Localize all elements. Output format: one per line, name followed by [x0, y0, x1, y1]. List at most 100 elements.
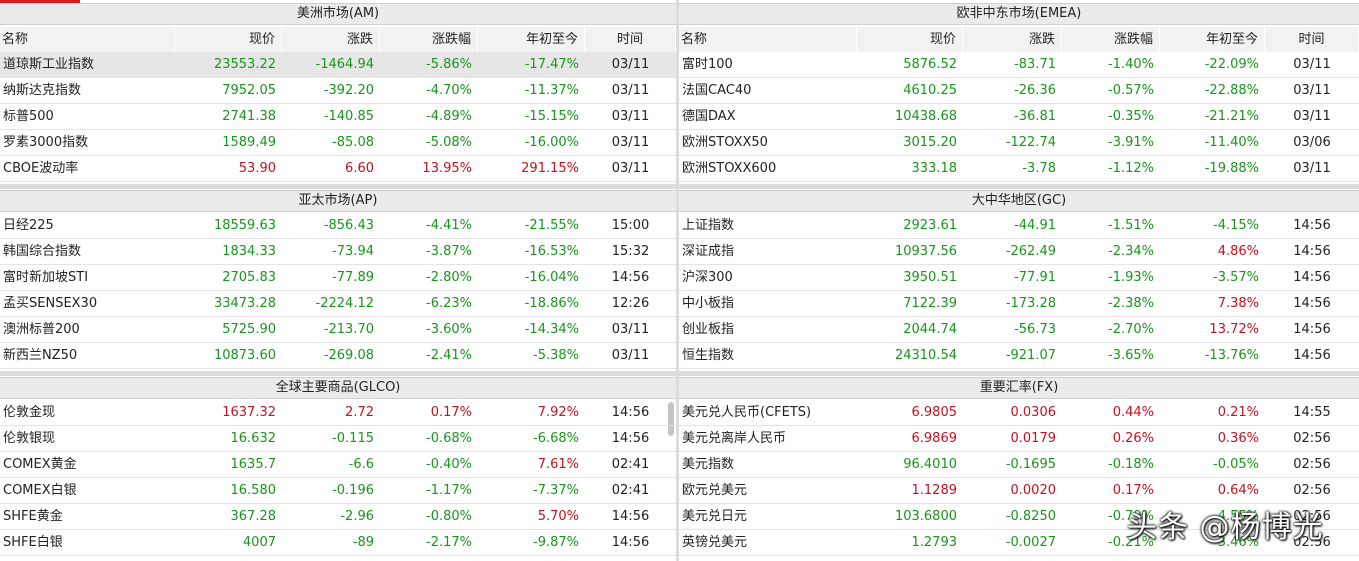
table-row[interactable] — [679, 78, 1359, 104]
table-row[interactable] — [679, 426, 1359, 452]
column-header: 时间 — [1265, 27, 1359, 52]
cell-ytd: 7.61% — [537, 457, 579, 472]
column-header: 年初至今 — [478, 27, 585, 52]
cell-time: 14:56 — [1293, 218, 1331, 233]
cell-time: 14:56 — [1293, 348, 1331, 363]
table-row[interactable] — [0, 426, 676, 452]
table-row[interactable] — [679, 452, 1359, 478]
cell-price: 6.9869 — [911, 431, 958, 446]
cell-time: 14:56 — [1293, 296, 1331, 311]
column-header: 现价 — [857, 27, 963, 52]
table-row[interactable] — [0, 213, 676, 239]
table-row[interactable] — [0, 239, 676, 265]
table-row[interactable] — [679, 343, 1359, 369]
cell-time: 03/11 — [611, 135, 650, 150]
cell-change: -89 — [352, 535, 374, 550]
cell-change: -0.0027 — [1005, 535, 1056, 550]
table-row[interactable] — [0, 504, 676, 530]
cell-ytd: 4.86% — [1217, 244, 1259, 259]
cell-name: 伦敦金现 — [3, 405, 56, 420]
cell-change: -6.6 — [348, 457, 374, 472]
table-row[interactable] — [679, 104, 1359, 130]
scrollbar[interactable] — [668, 402, 674, 436]
cell-ytd: -7.37% — [533, 483, 579, 498]
table-row[interactable] — [0, 291, 676, 317]
table-row[interactable] — [0, 343, 676, 369]
column-header: 年初至今 — [1160, 27, 1265, 52]
cell-ytd: -3.46% — [1213, 535, 1259, 550]
table-row[interactable] — [0, 265, 676, 291]
cell-change: -173.28 — [1005, 296, 1056, 311]
table-row[interactable] — [679, 478, 1359, 504]
panel-title: 美洲市场(AM) — [0, 3, 676, 25]
table-row[interactable] — [0, 478, 676, 504]
cell-ytd: -4.15% — [1213, 218, 1259, 233]
cell-change: -0.1695 — [1005, 457, 1056, 472]
table-row[interactable] — [679, 400, 1359, 426]
cell-name: 德国DAX — [682, 109, 736, 124]
cell-change-pct: -0.80% — [426, 509, 472, 524]
table-row[interactable] — [0, 317, 676, 343]
table-row[interactable] — [679, 156, 1359, 182]
cell-price: 1589.49 — [222, 135, 276, 150]
table-row[interactable] — [679, 265, 1359, 291]
cell-change-pct: -2.70% — [1108, 322, 1154, 337]
cell-name: 美元兑日元 — [682, 509, 748, 524]
cell-change-pct: -2.34% — [1108, 244, 1154, 259]
cell-name: 欧元兑美元 — [682, 483, 748, 498]
table-row[interactable] — [679, 291, 1359, 317]
cell-price: 1.2793 — [911, 535, 958, 550]
cell-name: 创业板指 — [682, 322, 735, 337]
cell-name: 法国CAC40 — [682, 83, 752, 98]
table-row[interactable] — [679, 504, 1359, 530]
table-row[interactable] — [0, 400, 676, 426]
cell-ytd: -15.15% — [524, 109, 579, 124]
table-row[interactable] — [0, 452, 676, 478]
table-row[interactable] — [0, 530, 676, 556]
cell-price: 4610.25 — [903, 83, 957, 98]
table-row[interactable] — [0, 52, 676, 78]
cell-change: -77.89 — [332, 270, 374, 285]
table-row[interactable] — [679, 239, 1359, 265]
cell-ytd: -11.37% — [524, 83, 579, 98]
cell-ytd: 7.38% — [1217, 296, 1259, 311]
cell-change-pct: -5.86% — [426, 57, 472, 72]
cell-change-pct: 0.17% — [1112, 483, 1154, 498]
cell-name: 孟买SENSEX30 — [3, 296, 98, 311]
cell-change-pct: -2.80% — [426, 270, 472, 285]
table-row[interactable] — [679, 317, 1359, 343]
column-header: 名称 — [679, 27, 857, 52]
table-row[interactable] — [0, 104, 676, 130]
cell-ytd: -11.40% — [1204, 135, 1259, 150]
cell-price: 2741.38 — [222, 109, 276, 124]
column-header: 涨跌 — [963, 27, 1062, 52]
cell-change-pct: 0.17% — [430, 405, 472, 420]
table-row[interactable] — [0, 156, 676, 182]
cell-change: -26.36 — [1014, 83, 1056, 98]
cell-change-pct: -0.40% — [426, 457, 472, 472]
table-row[interactable] — [679, 530, 1359, 556]
cell-change: 6.60 — [345, 161, 374, 176]
table-row[interactable] — [679, 213, 1359, 239]
column-header: 现价 — [175, 27, 282, 52]
cell-name: SHFE黄金 — [3, 509, 63, 524]
cell-time: 14:56 — [611, 535, 650, 550]
table-row[interactable] — [679, 52, 1359, 78]
cell-ytd: -22.09% — [1204, 57, 1259, 72]
table-row[interactable] — [0, 78, 676, 104]
cell-change-pct: -3.65% — [1108, 348, 1154, 363]
cell-change-pct: -4.89% — [426, 109, 472, 124]
cell-change: -921.07 — [1005, 348, 1056, 363]
table-row[interactable] — [679, 130, 1359, 156]
cell-name: 深证成指 — [682, 244, 735, 259]
cell-name: 上证指数 — [682, 218, 735, 233]
cell-change-pct: -1.93% — [1108, 270, 1154, 285]
cell-price: 10438.68 — [894, 109, 957, 124]
cell-ytd: 291.15% — [521, 161, 579, 176]
table-row[interactable] — [0, 130, 676, 156]
cell-change: 0.0306 — [1010, 405, 1057, 420]
cell-price: 5876.52 — [903, 57, 957, 72]
cell-change-pct: -0.57% — [1108, 83, 1154, 98]
cell-change: -262.49 — [1005, 244, 1056, 259]
cell-change: 0.0020 — [1010, 483, 1057, 498]
